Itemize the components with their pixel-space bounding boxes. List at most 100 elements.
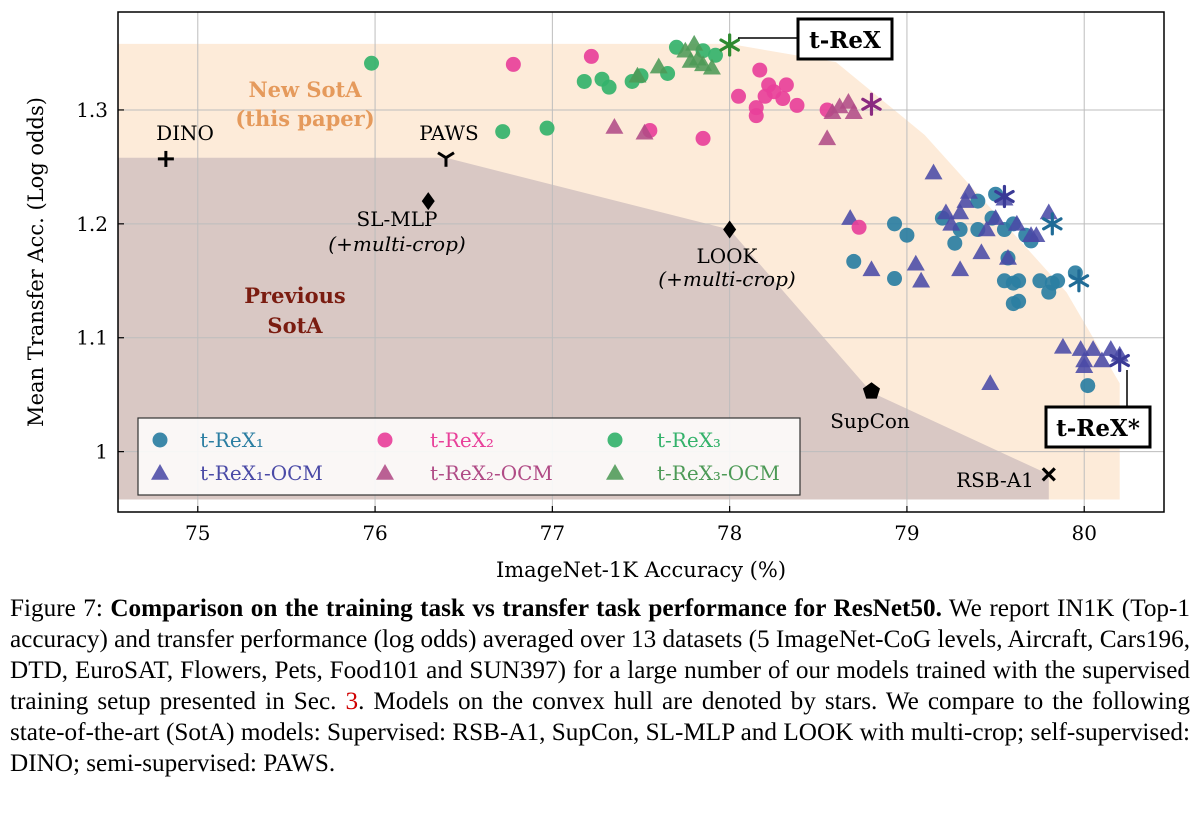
caption-body-2: . Models on the convex hull are denoted … xyxy=(10,688,1190,777)
data-point-trex2 xyxy=(789,97,805,113)
tick-labels: 75 76 77 78 79 80 1 1.1 1.2 1.3 xyxy=(76,98,1097,545)
figure-title: Comparison on the training task vs trans… xyxy=(110,595,942,622)
y-tick-label: 1 xyxy=(95,440,108,464)
data-point-trex2-ocm xyxy=(818,129,837,146)
x-tick-label: 77 xyxy=(540,521,565,545)
x-tick-label: 76 xyxy=(362,521,387,545)
legend-label-trex3-ocm: t-ReX₃-OCM xyxy=(657,461,780,485)
scatter-chart: New SotA (this paper) Previous SotA DINO… xyxy=(24,11,1165,582)
baseline-markers xyxy=(157,150,1056,482)
y-axis-label: Mean Transfer Acc. (Log odds) xyxy=(24,97,48,427)
data-point-trex2 xyxy=(731,88,747,104)
x-tick-label: 78 xyxy=(717,521,742,545)
x-tick-label: 79 xyxy=(894,521,919,545)
baseline-label-dino: DINO xyxy=(156,121,214,145)
data-point-trex1 xyxy=(846,253,862,269)
data-point-trex2 xyxy=(583,48,599,64)
data-point-trex1 xyxy=(887,216,903,232)
data-point-trex3 xyxy=(495,124,511,140)
data-point-trex1-ocm xyxy=(972,243,991,260)
x-tick-label: 75 xyxy=(185,521,210,545)
section-ref-link[interactable]: 3 xyxy=(345,688,359,715)
plot-frame xyxy=(117,11,1165,513)
baseline-labels: DINO PAWS SL-MLP (+multi-crop) LOOK (+mu… xyxy=(156,121,1034,492)
data-point-trex2-ocm xyxy=(844,103,863,119)
callout-trex-box xyxy=(796,17,894,61)
data-point-trex3-ocm xyxy=(649,57,668,74)
callouts: t-ReX t-ReX* xyxy=(738,17,1152,449)
data-point-trex2 xyxy=(778,77,794,93)
y-tick-label: 1.3 xyxy=(76,98,108,122)
data-point-trex2 xyxy=(851,219,867,235)
data-point-trex1 xyxy=(899,227,915,243)
baseline-marker-dino xyxy=(157,150,174,167)
data-point-trex1-ocm xyxy=(951,203,970,220)
baseline-label-rsb-a1: RSB-A1 xyxy=(956,468,1034,492)
legend-marker-trex2 xyxy=(377,432,393,448)
data-marks xyxy=(364,34,1129,394)
data-point-trex1-ocm xyxy=(981,374,1000,391)
legend-label-trex1-ocm: t-ReX₁-OCM xyxy=(200,461,323,485)
new-sota-label-line1: New SotA xyxy=(248,77,362,102)
legend-marker-trex1-ocm xyxy=(151,464,169,480)
data-point-trex2 xyxy=(695,130,711,146)
baseline-label-look: LOOK xyxy=(696,244,758,268)
data-point-trex1-ocm xyxy=(986,209,1005,225)
data-point-trex1-ocm xyxy=(998,249,1017,265)
data-point-trex1-ocm xyxy=(1053,337,1072,354)
data-point-trex2-ocm xyxy=(635,123,654,140)
callout-trex-text: t-ReX xyxy=(809,27,881,54)
legend: t-ReX₁ t-ReX₁-OCM t-ReX₂ t-ReX₂-OCM t-Re… xyxy=(137,417,801,496)
baseline-marker-look xyxy=(723,220,737,239)
data-point-trex1 xyxy=(1011,273,1027,289)
data-point-trex1-ocm xyxy=(951,260,970,277)
y-tick-label: 1.2 xyxy=(76,212,108,236)
callout-trex-star-box xyxy=(1044,405,1152,449)
x-tick-label: 80 xyxy=(1071,521,1096,545)
hull-star-point xyxy=(861,92,882,116)
data-point-trex1-ocm xyxy=(841,209,860,225)
previous-sota-label-line1: Previous xyxy=(244,283,346,308)
data-point-trex1-ocm xyxy=(906,254,925,271)
data-point-trex1 xyxy=(887,271,903,287)
baseline-marker-supcon xyxy=(862,382,880,399)
hull-stars xyxy=(719,33,1130,373)
data-point-trex1-ocm xyxy=(924,163,943,180)
data-point-trex2 xyxy=(752,62,768,78)
data-point-trex2 xyxy=(748,108,764,124)
data-point-trex1 xyxy=(1032,273,1048,289)
figure-caption: Figure 7: Comparison on the training tas… xyxy=(10,593,1190,779)
legend-label-trex3: t-ReX₃ xyxy=(657,428,721,452)
legend-label-trex1: t-ReX₁ xyxy=(200,428,264,452)
data-point-trex1-ocm xyxy=(959,182,978,199)
legend-label-trex2-ocm: t-ReX₂-OCM xyxy=(430,461,553,485)
data-point-trex2 xyxy=(775,91,791,107)
previous-sota-region xyxy=(118,157,1049,500)
data-point-trex2-ocm xyxy=(823,103,842,119)
data-point-trex3 xyxy=(364,55,380,71)
data-point-trex1-ocm xyxy=(1101,340,1120,356)
hull-star-point xyxy=(1042,212,1063,236)
data-point-trex1-ocm xyxy=(1075,351,1094,368)
data-point-trex1 xyxy=(947,235,963,251)
baseline-marker-paws xyxy=(437,151,455,167)
data-point-trex1 xyxy=(1011,293,1027,309)
data-point-trex1 xyxy=(1050,273,1066,289)
data-point-trex1-ocm xyxy=(956,192,975,208)
x-axis-label: ImageNet-1K Accuracy (%) xyxy=(496,558,786,582)
baseline-label-look-note: (+multi-crop) xyxy=(658,267,795,291)
data-point-trex3 xyxy=(576,73,592,89)
legend-box xyxy=(137,417,801,496)
hull-star-point xyxy=(719,33,740,57)
data-point-trex3-ocm xyxy=(702,58,721,75)
data-point-trex2 xyxy=(505,56,521,72)
y-tick-label: 1.1 xyxy=(76,326,108,350)
new-sota-label-line2: (this paper) xyxy=(235,106,374,131)
axes xyxy=(117,11,1165,513)
data-point-trex1-ocm xyxy=(862,260,881,277)
caption-body-1: We report IN1K (Top-1 accuracy) and tran… xyxy=(10,595,1190,715)
hull-star-point xyxy=(1109,348,1130,373)
data-point-trex1-ocm xyxy=(1027,226,1046,242)
baseline-marker-rsb-a1 xyxy=(1041,467,1056,482)
legend-marker-trex2-ocm xyxy=(376,464,394,480)
